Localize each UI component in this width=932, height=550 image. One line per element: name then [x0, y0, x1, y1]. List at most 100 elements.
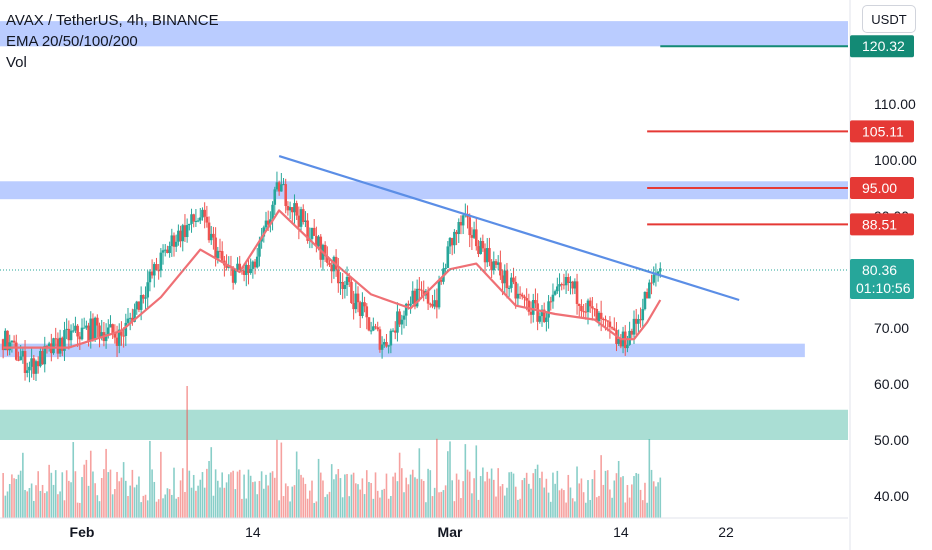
candle: [220, 251, 224, 261]
candle: [91, 318, 95, 340]
volume-bar: [311, 480, 313, 518]
candle: [109, 324, 112, 328]
volume-bar: [96, 495, 99, 518]
volume-bar: [534, 468, 537, 518]
candle: [148, 271, 152, 283]
candle: [183, 225, 187, 238]
candle: [317, 236, 320, 247]
countdown-label: 01:10:56: [856, 280, 911, 296]
volume-bar: [501, 484, 504, 518]
volume-bar: [552, 472, 554, 518]
volume-bar: [405, 477, 407, 518]
candle: [450, 237, 454, 246]
candle: [564, 277, 568, 286]
volume-bar: [495, 496, 497, 518]
volume-bar: [273, 477, 276, 518]
candle: [391, 330, 395, 332]
volume-bar: [438, 492, 440, 518]
volume-bar: [335, 474, 337, 518]
candle: [341, 281, 344, 289]
volume-bar: [536, 464, 539, 518]
candle: [518, 293, 522, 295]
volume-bar: [530, 488, 532, 518]
candle: [387, 345, 390, 347]
candle: [608, 321, 612, 328]
candle: [30, 358, 33, 367]
volume-bar: [471, 493, 473, 518]
volume-bar: [613, 480, 616, 518]
candle: [619, 339, 623, 347]
candle: [599, 312, 603, 319]
volume-bar: [306, 498, 309, 518]
volume-bar: [488, 478, 491, 518]
candle: [23, 351, 27, 373]
volume-bar: [600, 455, 602, 518]
candle: [74, 325, 77, 331]
candle: [163, 249, 167, 251]
candle: [67, 328, 71, 341]
volume-bar: [89, 450, 92, 518]
level-120.32-tag: [850, 35, 914, 58]
candle: [54, 338, 58, 340]
volume-bar: [497, 468, 499, 518]
volume-bar: [589, 499, 591, 518]
volume-bar: [615, 473, 618, 518]
candle: [499, 262, 502, 276]
symbol-title[interactable]: AVAX / TetherUS, 4h, BINANCE: [6, 12, 219, 29]
candle: [28, 366, 31, 371]
volume-bar: [549, 501, 552, 518]
candle: [185, 225, 189, 238]
candle: [435, 300, 439, 308]
volume-bar: [302, 477, 305, 518]
candle: [529, 311, 533, 315]
volume-bar: [282, 496, 285, 518]
volume-bar: [350, 474, 353, 518]
ema-indicator-label[interactable]: EMA 20/50/100/200: [6, 33, 138, 50]
currency-button[interactable]: USDT: [862, 5, 916, 33]
candle: [507, 287, 511, 289]
volume-bar: [433, 487, 436, 518]
candle: [496, 262, 500, 265]
candle: [433, 300, 436, 307]
candle: [290, 207, 294, 213]
volume-bar: [59, 491, 61, 518]
candle: [161, 250, 165, 253]
volume-bar: [125, 480, 127, 518]
candle: [80, 327, 84, 340]
volume-bar: [346, 473, 348, 518]
volume-bar: [284, 483, 287, 518]
level-105.11-tag: [850, 120, 914, 143]
volume-indicator-label[interactable]: Vol: [6, 54, 27, 71]
candle: [273, 189, 277, 205]
volume-bar: [35, 485, 37, 518]
candle: [209, 233, 213, 241]
volume-bar: [50, 472, 53, 518]
volume-bar: [565, 502, 567, 518]
candle: [523, 296, 526, 299]
price-tick-label: 40.00: [874, 488, 909, 504]
volume-bar: [385, 473, 388, 518]
volume-bar: [390, 496, 392, 518]
candle: [439, 279, 443, 282]
volume-bar: [258, 480, 261, 518]
candle: [415, 288, 419, 307]
volume-bar: [15, 479, 18, 518]
candle: [597, 312, 601, 322]
candle: [645, 292, 649, 299]
volume-bar: [8, 484, 11, 518]
candle: [492, 261, 496, 271]
volume-bar: [578, 483, 581, 518]
volume-bar: [54, 470, 57, 518]
volume-bar: [499, 486, 502, 518]
volume-bar: [4, 495, 7, 518]
volume-bar: [440, 491, 443, 518]
candle: [181, 225, 185, 242]
volume-bar: [554, 483, 556, 518]
candle: [372, 326, 375, 331]
volume-bar: [409, 474, 412, 518]
volume-bar: [493, 479, 495, 518]
candle: [104, 334, 108, 342]
volume-bar: [168, 489, 171, 518]
candle: [247, 264, 250, 274]
